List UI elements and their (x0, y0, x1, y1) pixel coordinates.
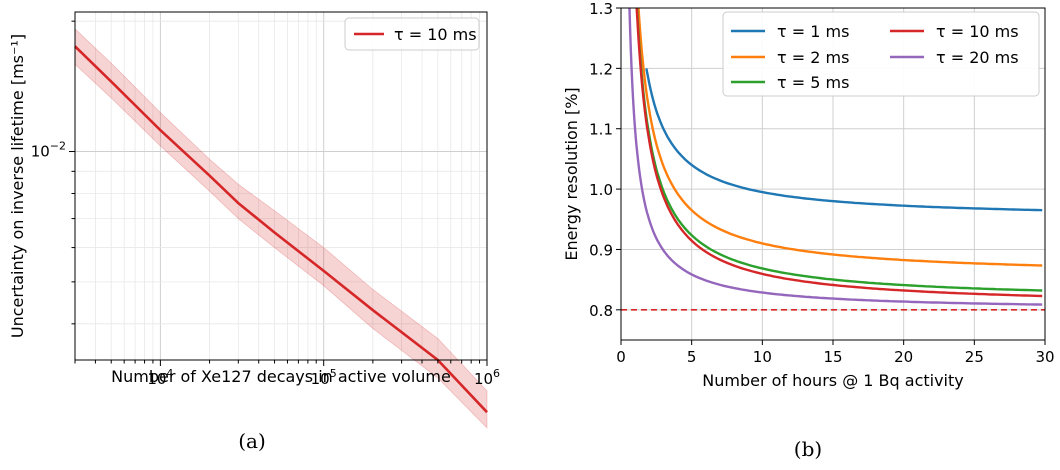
x-tick-label: 104 (147, 367, 173, 388)
x-tick-label: 105 (311, 367, 337, 388)
caption-a: (a) (238, 429, 266, 453)
legend-label: τ = 1 ms (777, 22, 849, 41)
caption-b: (b) (794, 437, 822, 461)
series-line-3 (635, 8, 1043, 298)
y-axis-label: Energy resolution [%] (562, 87, 581, 260)
grid-a (74, 12, 488, 360)
uncertainty-band (74, 27, 488, 429)
legend-label: τ = 10 ms (936, 22, 1019, 41)
x-axis-label: Number of Xe127 decays in active volume (111, 367, 451, 386)
chart-b: 0 5 10 15 20 25 30 0.8 0.9 1.0 1.1 1.2 1.3 Number of … (562, 0, 1055, 461)
legend-label: τ = 10 ms (394, 25, 477, 44)
x-tick-label: 5 (687, 348, 697, 366)
y-tick-label: 1.2 (589, 60, 613, 78)
series-line-4 (628, 8, 1043, 306)
legend-box (344, 17, 480, 51)
x-tick-label: 30 (1035, 348, 1054, 366)
y-tick-label: 1.1 (589, 121, 613, 139)
series-line-tau-10ms (74, 45, 488, 414)
legend-label: τ = 20 ms (936, 48, 1019, 67)
series-group (628, 8, 1043, 306)
x-tick-label: 25 (965, 348, 984, 366)
y-tick-label: 1.0 (589, 181, 613, 199)
chart-a: 104 105 106 10−2 Number of Xe127 decays in a… (8, 11, 500, 453)
y-tick-label: 0.9 (589, 241, 613, 259)
y-tick-label: 1.3 (589, 0, 613, 18)
legend-b: τ = 1 ms τ = 2 ms τ = 5 ms τ = 10 ms τ = 20 … (722, 11, 1040, 97)
legend-label: τ = 2 ms (777, 48, 849, 67)
y-tick-label: 0.8 (589, 302, 613, 320)
x-tick-label: 0 (616, 348, 626, 366)
legend-box (722, 11, 1040, 97)
x-tick-label: 20 (894, 348, 913, 366)
x-axis-label: Number of hours @ 1 Bq activity (702, 371, 963, 390)
series-line-0 (645, 68, 1043, 212)
series-line-1 (637, 8, 1043, 267)
y-tick-label: 10−2 (31, 140, 66, 161)
x-tick-label: 10 (753, 348, 772, 366)
legend-label: τ = 5 ms (777, 73, 849, 92)
x-tick-label: 106 (474, 367, 500, 388)
x-tick-label: 15 (823, 348, 842, 366)
y-axis-label: Uncertainty on inverse lifetime [ms⁻¹] (8, 34, 27, 338)
legend-a: τ = 10 ms (344, 17, 480, 51)
plot-frame-a (74, 11, 488, 361)
